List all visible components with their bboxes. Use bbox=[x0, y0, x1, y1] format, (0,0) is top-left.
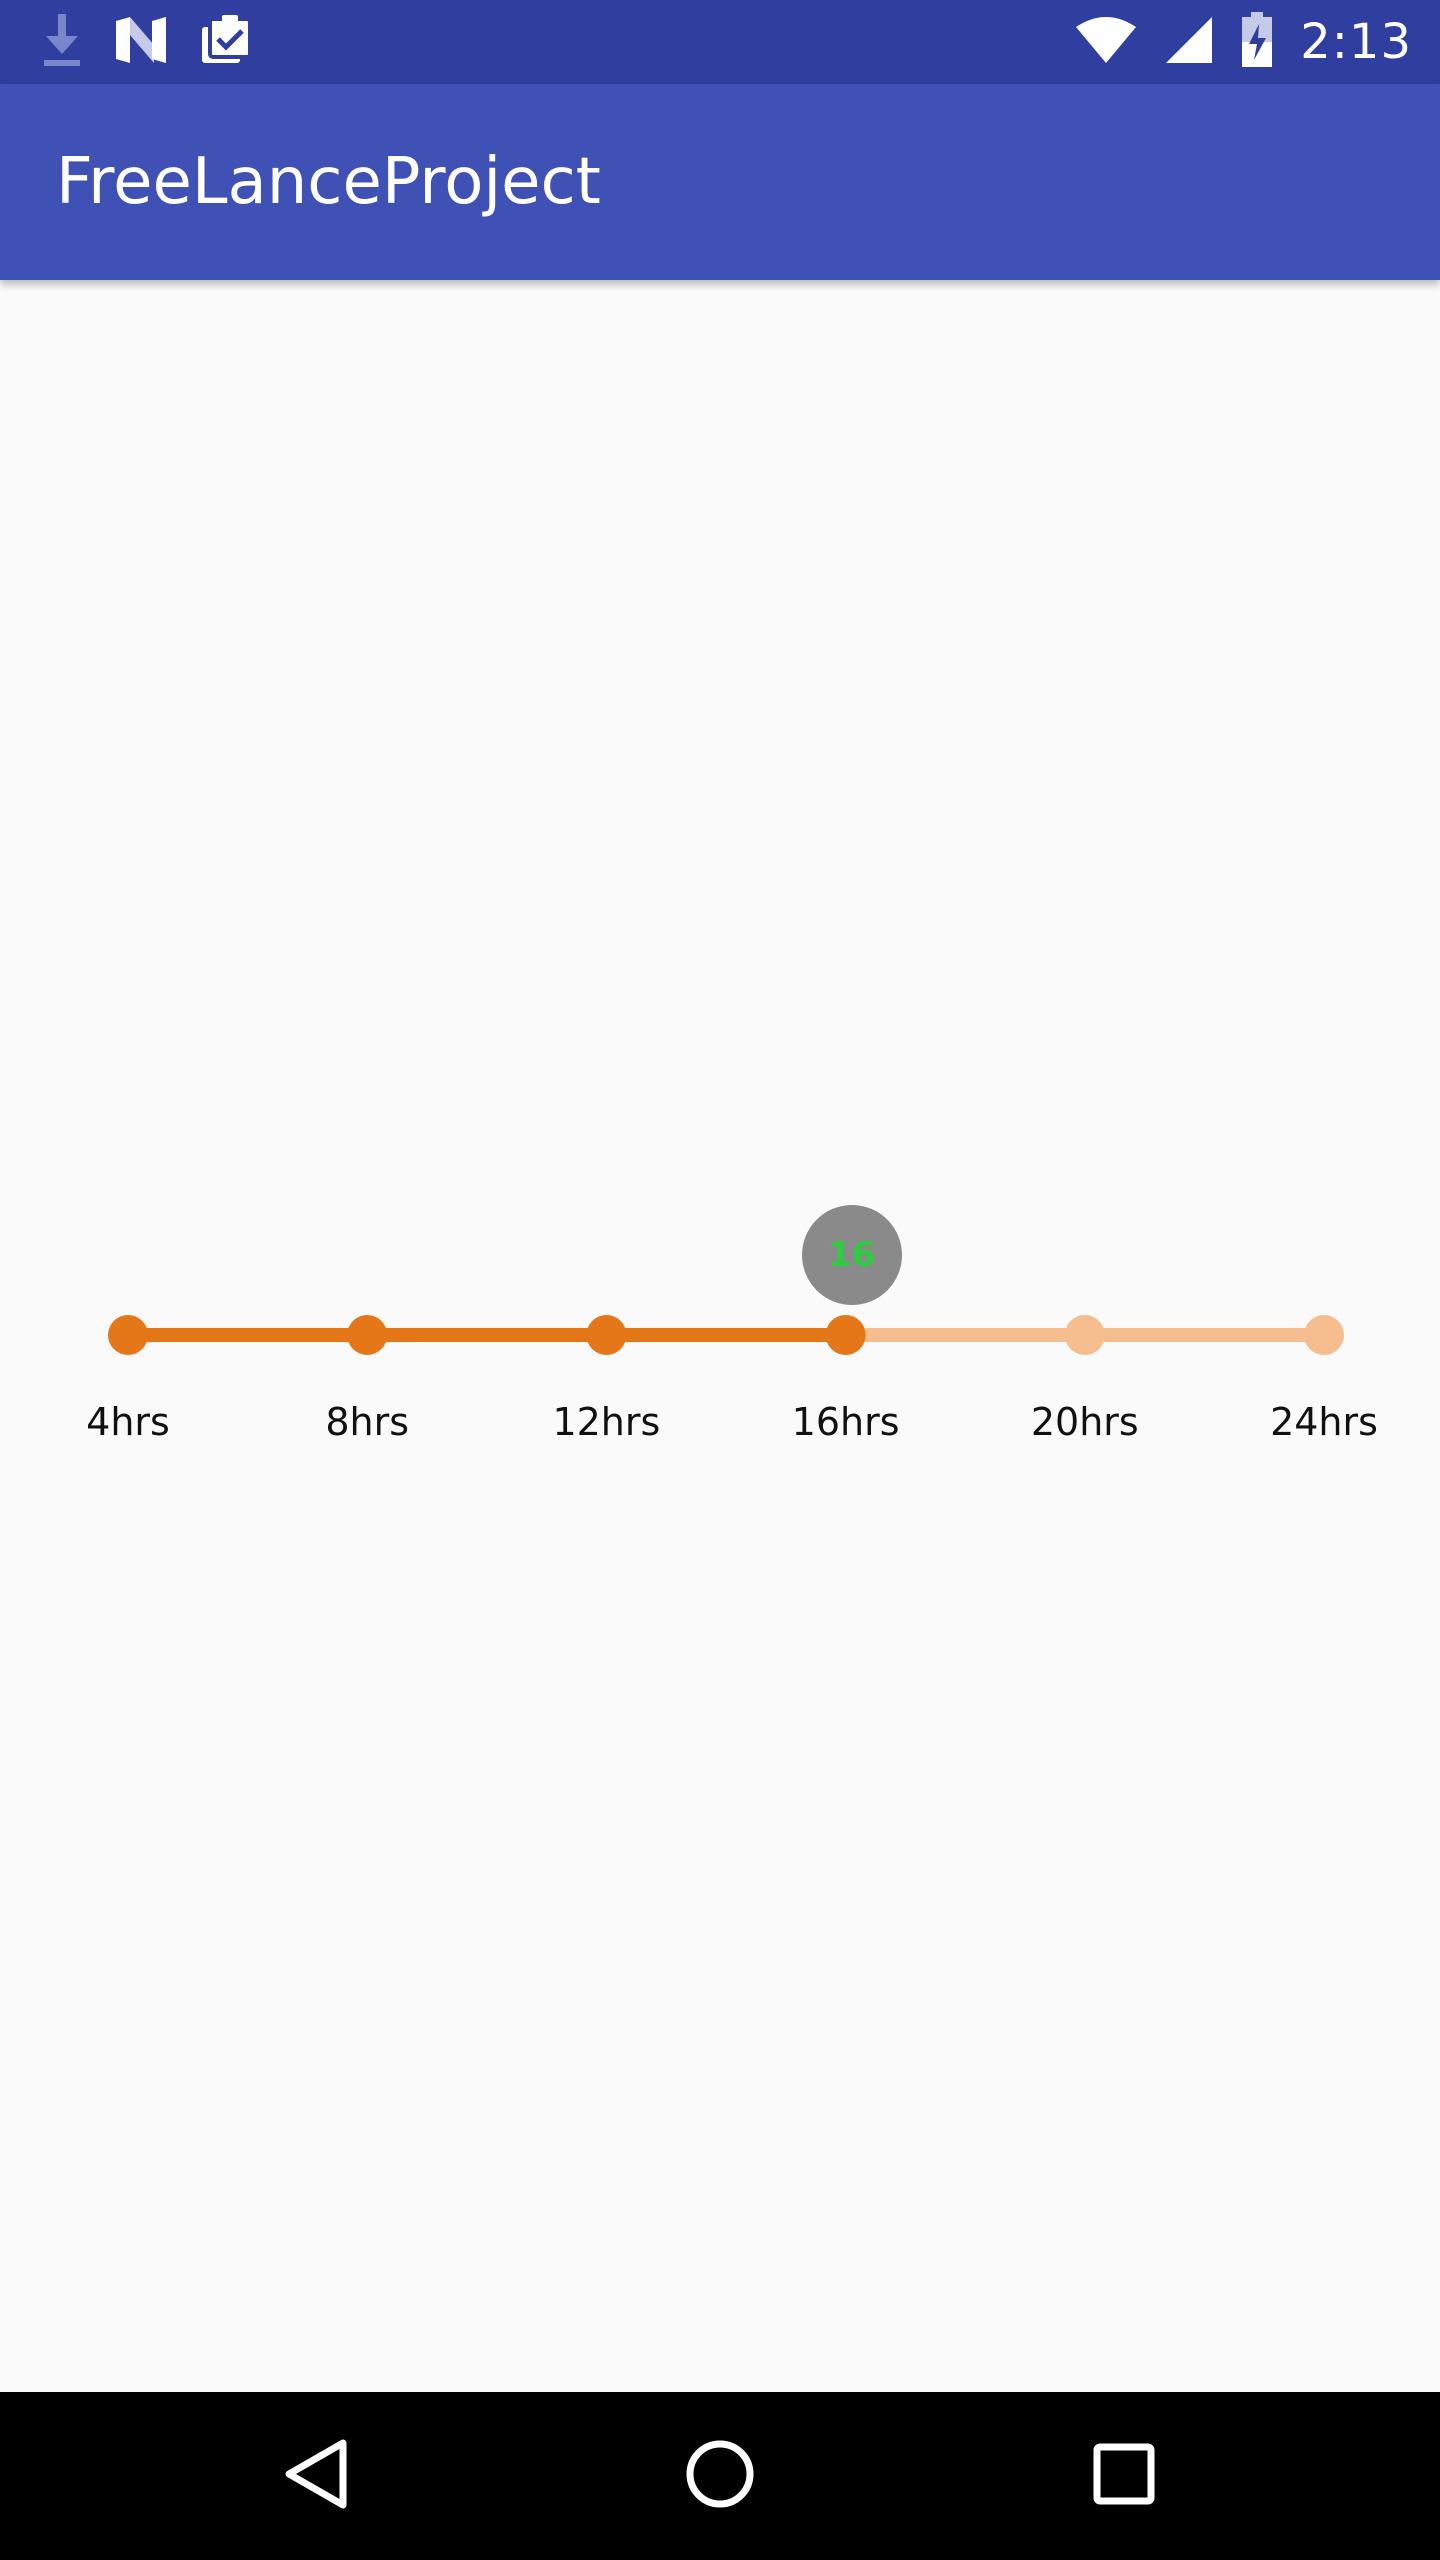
seekbar-step-dot[interactable] bbox=[347, 1315, 388, 1355]
clipboard-check-icon bbox=[198, 13, 254, 71]
cell-signal-icon bbox=[1164, 15, 1214, 69]
home-icon bbox=[684, 2438, 756, 2514]
recents-icon bbox=[1092, 2442, 1156, 2510]
seekbar-value-bubble: 16 bbox=[801, 1205, 902, 1305]
seekbar-step-dot[interactable] bbox=[586, 1315, 627, 1355]
battery-charging-icon bbox=[1240, 12, 1274, 72]
download-icon bbox=[40, 10, 84, 74]
app-title: FreeLanceProject bbox=[56, 145, 601, 219]
seekbar-track[interactable] bbox=[0, 1180, 1440, 1480]
seekbar-tick-label: 4hrs bbox=[86, 1400, 170, 1444]
seekbar-value-text: 16 bbox=[827, 1235, 876, 1275]
status-time: 2:13 bbox=[1300, 14, 1412, 70]
hours-seekbar[interactable]: 16 4hrs 8hrs 12hrs 16hrs 20hrs 24hrs bbox=[0, 1180, 1440, 1480]
recents-button[interactable] bbox=[1040, 2392, 1208, 2560]
app-bar: FreeLanceProject bbox=[0, 84, 1440, 280]
seekbar-tick-label: 12hrs bbox=[552, 1400, 661, 1444]
navigation-bar bbox=[0, 2392, 1440, 2560]
status-left-icons bbox=[40, 0, 284, 84]
wifi-icon bbox=[1074, 15, 1138, 69]
seekbar-thumb[interactable] bbox=[825, 1315, 866, 1355]
seekbar-step-dot[interactable] bbox=[1064, 1315, 1105, 1355]
seekbar-tick-label: 16hrs bbox=[791, 1400, 900, 1444]
status-right-icons: 2:13 bbox=[1048, 0, 1412, 84]
back-button[interactable] bbox=[232, 2392, 400, 2560]
seekbar-tick-label: 20hrs bbox=[1030, 1400, 1139, 1444]
seekbar-tick-label: 8hrs bbox=[325, 1400, 410, 1444]
back-icon bbox=[281, 2437, 351, 2515]
seekbar-tick-label: 24hrs bbox=[1270, 1400, 1378, 1444]
home-button[interactable] bbox=[636, 2392, 804, 2560]
seekbar-step-dot[interactable] bbox=[1304, 1315, 1344, 1355]
n-preview-icon bbox=[114, 15, 168, 69]
seekbar-step-dot[interactable] bbox=[108, 1315, 148, 1355]
status-bar: 2:13 bbox=[0, 0, 1440, 84]
